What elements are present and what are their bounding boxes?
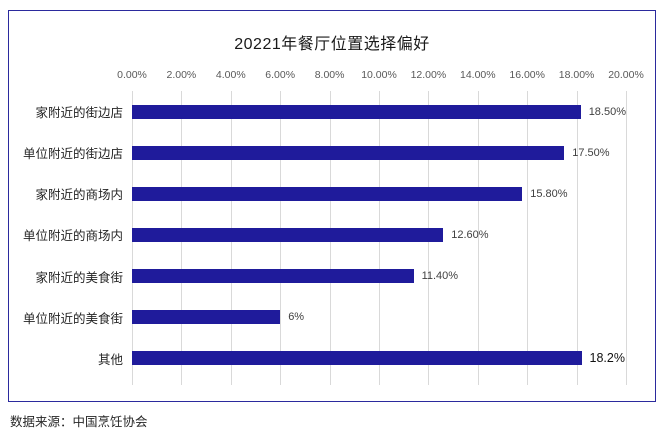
- bar: [132, 269, 414, 284]
- x-axis-tick: 0.00%: [117, 69, 147, 81]
- x-axis-tick: 4.00%: [215, 69, 246, 81]
- plot-area: 0.00% 2.00% 4.00% 6.00% 8.00% 10.00% 12.…: [23, 69, 644, 385]
- chart-title: 20221年餐厅位置选择偏好: [234, 36, 430, 53]
- x-axis-tick: 2.00%: [166, 69, 197, 81]
- bar: [132, 104, 581, 119]
- bar: [132, 227, 444, 242]
- category-label: 单位附近的美食街: [22, 311, 123, 326]
- x-axis-tick: 14.00%: [459, 69, 496, 81]
- chart-frame: 20221年餐厅位置选择偏好 0.00% 2.00% 4.00% 6.00% 8…: [8, 10, 656, 402]
- value-label: 6%: [288, 311, 305, 324]
- bar-row: 家附近的商场内 15.80%: [35, 173, 626, 214]
- x-axis-tick: 8.00%: [314, 69, 345, 81]
- value-label: 15.80%: [530, 187, 568, 200]
- value-label: 17.50%: [572, 146, 610, 159]
- x-axis-tick: 16.00%: [509, 69, 545, 81]
- gridline: [576, 91, 578, 385]
- bar-row: 单位附近的街边店 17.50%: [23, 132, 626, 173]
- bar: [132, 186, 523, 201]
- bar-row: 家附近的街边店 18.50%: [35, 91, 626, 132]
- x-axis-tick: 10.00%: [361, 69, 397, 81]
- gridline: [477, 91, 479, 385]
- category-label: 单位附近的街边店: [22, 147, 123, 162]
- x-axis-tick: 6.00%: [265, 69, 296, 81]
- bar: [132, 310, 281, 325]
- value-label: 18.50%: [588, 105, 626, 118]
- category-label: 单位附近的商场内: [22, 229, 123, 244]
- gridline: [527, 91, 529, 385]
- bar: [132, 145, 565, 160]
- bar-row: 家附近的美食街 11.40%: [35, 256, 626, 297]
- category-label: 家附近的美食街: [35, 270, 123, 285]
- bar-row: 单位附近的美食街 6%: [23, 297, 626, 338]
- value-label: 12.60%: [451, 228, 489, 241]
- bar-row: 单位附近的商场内 12.60%: [23, 214, 626, 255]
- bar-rows: 家附近的街边店 18.50% 单位附近的街边店 17.50% 家附近的商场内 1…: [23, 91, 626, 379]
- value-label: 18.2%: [589, 351, 625, 366]
- category-label: 其他: [97, 352, 123, 367]
- x-axis-tick: 20.00%: [608, 69, 644, 81]
- gridline: [626, 91, 627, 385]
- category-label: 家附近的街边店: [35, 106, 123, 121]
- bar: [132, 351, 582, 366]
- x-axis-tick: 12.00%: [410, 69, 447, 81]
- category-label: 家附近的商场内: [35, 188, 123, 203]
- value-label: 11.40%: [421, 270, 459, 283]
- bar-row: 其他 18.2%: [98, 338, 626, 379]
- source-note: 数据来源：中国烹饪协会: [10, 415, 148, 429]
- x-axis-tick: 18.00%: [558, 69, 595, 81]
